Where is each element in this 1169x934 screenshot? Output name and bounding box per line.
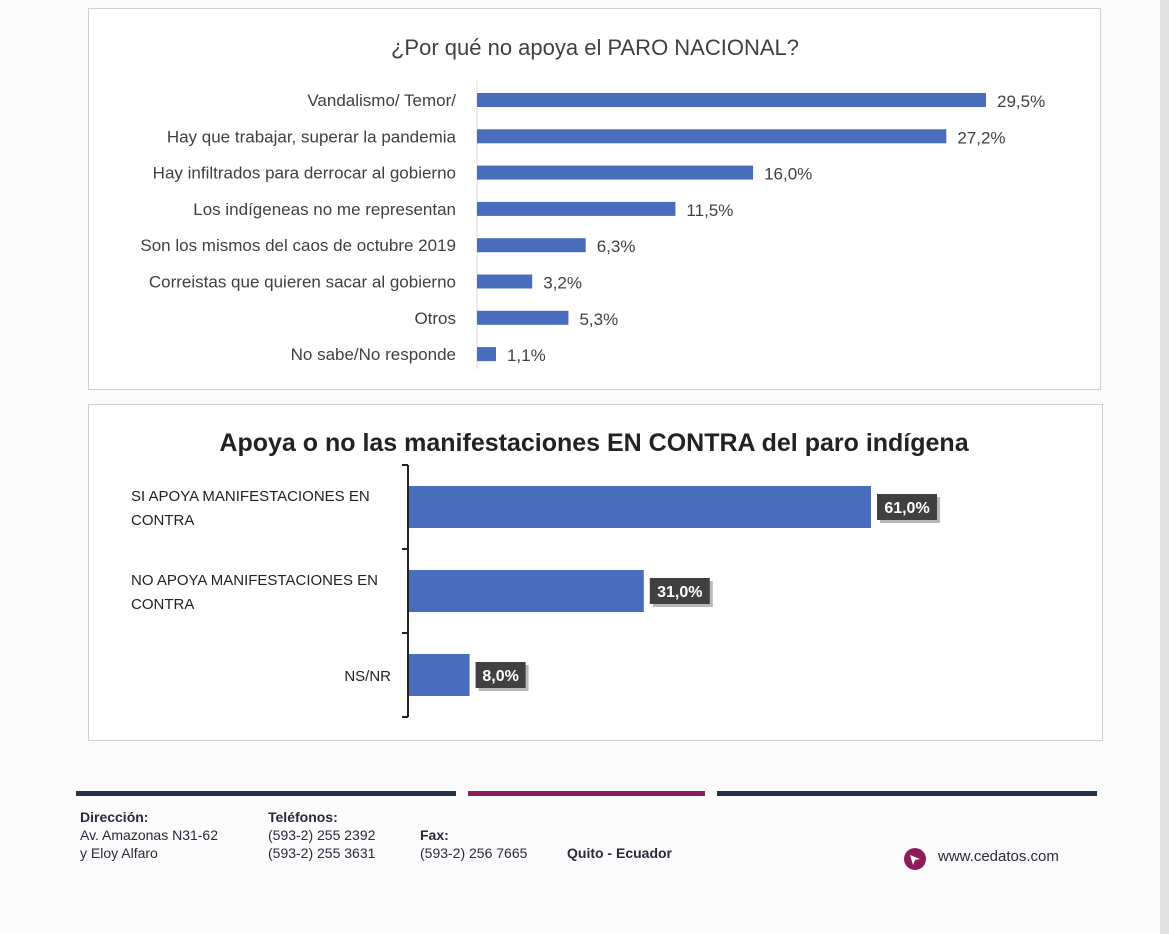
- chart-support-title: Apoya o no las manifestaciones EN CONTRA…: [219, 429, 969, 457]
- address-line2: y Eloy Alfaro: [80, 845, 158, 861]
- bar: [477, 129, 947, 144]
- category-label: Hay que trabajar, superar la pandemia: [167, 127, 457, 146]
- footer-line-right: [717, 791, 1097, 796]
- category-label: NS/NR: [344, 668, 391, 685]
- bar: [409, 486, 871, 528]
- chart-support-svg: Apoya o no las manifestaciones EN CONTRA…: [131, 429, 970, 718]
- address-line1: Av. Amazonas N31-62: [80, 827, 219, 843]
- data-label: 5,3%: [579, 310, 618, 329]
- phone-1: (593-2) 255 2392: [268, 827, 376, 843]
- chart-reasons-svg: ¿Por qué no apoya el PARO NACIONAL? Vand…: [140, 35, 1045, 369]
- footer-address: Dirección: Av. Amazonas N31-62 y Eloy Al…: [80, 808, 218, 862]
- bar: [477, 201, 676, 216]
- data-label: 6,3%: [597, 237, 636, 256]
- footer-fax: Fax: (593-2) 256 7665: [420, 826, 527, 862]
- address-label: Dirección:: [80, 809, 149, 825]
- data-label-box: [475, 662, 526, 688]
- category-label: Correistas que quieren sacar al gobierno: [149, 273, 456, 292]
- data-label-box: [877, 494, 937, 520]
- page-edge-shade: [1160, 0, 1169, 934]
- phone-2: (593-2) 255 3631: [268, 845, 376, 861]
- data-label: 8,0%: [482, 668, 518, 685]
- data-label: 16,0%: [764, 165, 812, 184]
- category-label: No sabe/No responde: [291, 345, 456, 364]
- bar: [477, 347, 496, 362]
- footer-phones: Teléfonos: (593-2) 255 2392 (593-2) 255 …: [268, 808, 375, 862]
- category-label: Otros: [414, 309, 456, 328]
- category-label: Hay infiltrados para derrocar al gobiern…: [153, 164, 456, 183]
- fax-label: Fax:: [420, 827, 449, 843]
- category-label: Vandalismo/ Temor/: [307, 91, 456, 110]
- bar: [477, 310, 569, 325]
- data-label: 27,2%: [957, 128, 1005, 147]
- cedatos-logo-icon: [904, 848, 926, 870]
- footer-line-accent: [468, 791, 705, 796]
- bar: [409, 570, 644, 612]
- chart-panel-support: Apoya o no las manifestaciones EN CONTRA…: [88, 404, 1103, 741]
- data-label: 3,2%: [543, 274, 582, 293]
- data-label: 61,0%: [884, 500, 929, 517]
- bar: [477, 93, 986, 107]
- bar: [477, 165, 754, 180]
- category-label: Los indígeneas no me representan: [193, 200, 456, 219]
- website-link[interactable]: www.cedatos.com: [938, 848, 1059, 865]
- data-label: 31,0%: [657, 584, 702, 601]
- data-label: 29,5%: [997, 92, 1045, 111]
- category-label: NO APOYA MANIFESTACIONES EN CONTRA: [131, 572, 378, 613]
- data-label: 11,5%: [686, 201, 733, 220]
- chart-reasons-title: ¿Por qué no apoya el PARO NACIONAL?: [391, 35, 799, 60]
- category-label: SI APOYA MANIFESTACIONES EN CONTRA: [131, 488, 370, 529]
- bar: [477, 274, 533, 289]
- chart-panel-reasons: ¿Por qué no apoya el PARO NACIONAL? Vand…: [88, 8, 1101, 390]
- bar: [409, 654, 470, 696]
- data-label-box: [649, 578, 710, 604]
- fax-number: (593-2) 256 7665: [420, 845, 528, 861]
- phones-label: Teléfonos:: [268, 809, 338, 825]
- bar: [477, 238, 586, 253]
- footer-city: Quito - Ecuador: [567, 845, 672, 861]
- footer-line-left: [76, 791, 456, 796]
- category-label: Son los mismos del caos de octubre 2019: [140, 236, 456, 255]
- data-label: 1,1%: [507, 346, 546, 365]
